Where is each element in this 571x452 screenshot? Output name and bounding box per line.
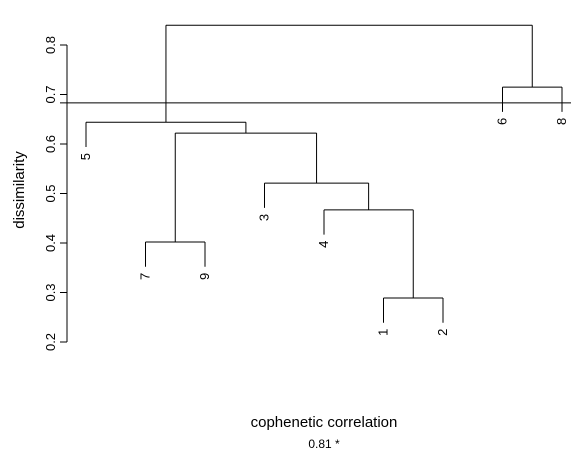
leaf-label: 5 — [78, 153, 93, 160]
leaf-label: 4 — [316, 241, 331, 248]
leaf-label: 2 — [435, 329, 450, 336]
y-tick-label: 0.4 — [43, 234, 58, 252]
y-tick-label: 0.8 — [43, 36, 58, 54]
y-tick-label: 0.2 — [43, 333, 58, 351]
y-tick-label: 0.3 — [43, 283, 58, 301]
leaf-label: 3 — [257, 214, 272, 221]
leaf-label: 1 — [376, 329, 391, 336]
leaf-label: 6 — [495, 118, 510, 125]
y-tick-label: 0.5 — [43, 184, 58, 202]
leaf-label: 8 — [554, 118, 569, 125]
leaf-label: 7 — [138, 273, 153, 280]
y-axis-label: dissimilarity — [11, 151, 28, 229]
x-axis-label: cophenetic correlation — [251, 414, 398, 431]
y-tick-label: 0.6 — [43, 135, 58, 153]
leaf-label: 9 — [197, 273, 212, 280]
subtitle: 0.81 * — [308, 437, 340, 451]
y-tick-label: 0.7 — [43, 85, 58, 103]
